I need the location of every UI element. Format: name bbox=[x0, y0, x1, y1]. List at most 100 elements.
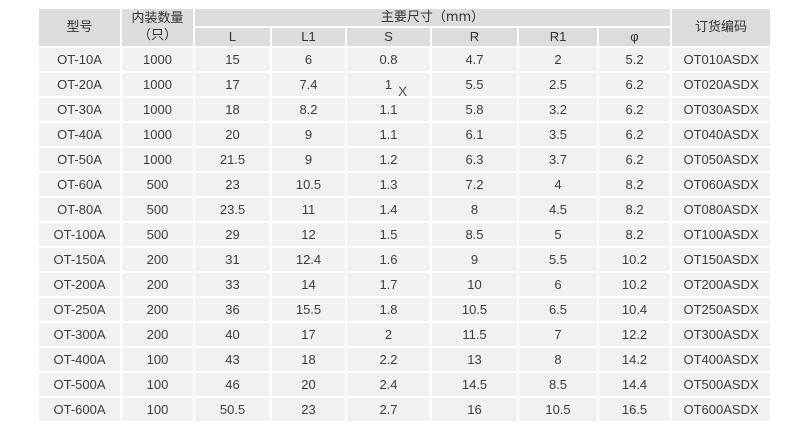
cell-model: OT-250A bbox=[39, 298, 120, 321]
cell-R: 10 bbox=[432, 273, 517, 296]
cell-L: 17 bbox=[195, 73, 270, 96]
cell-S: 1.7 bbox=[347, 273, 430, 296]
cell-S: 1.1 bbox=[347, 123, 430, 146]
cell-L: 21.5 bbox=[195, 148, 270, 171]
table-row: OT-10A 1000 15 6 0.8 4.7 2 5.2 OT010ASDX bbox=[39, 48, 771, 71]
cell-L1: 20 bbox=[272, 373, 345, 396]
header-col-L: L bbox=[195, 28, 270, 46]
cell-L: 29 bbox=[195, 223, 270, 246]
cell-L1: 6 bbox=[272, 48, 345, 71]
cell-L: 31 bbox=[195, 248, 270, 271]
cell-phi: 16.5 bbox=[599, 398, 671, 421]
table-row: OT-250A 200 36 15.5 1.8 10.5 6.5 10.4 OT250ASDX bbox=[39, 298, 771, 321]
table-row: OT-50A 1000 21.5 9 1.2 6.3 3.7 6.2 OT050ASDX bbox=[39, 148, 771, 171]
cell-quantity: 1000 bbox=[122, 123, 193, 146]
cell-L1: 9 bbox=[272, 123, 345, 146]
cell-order-code: OT010ASDX bbox=[672, 48, 771, 71]
cell-R1: 10.5 bbox=[519, 398, 597, 421]
cell-model: OT-500A bbox=[39, 373, 120, 396]
cell-phi: 6.2 bbox=[599, 73, 671, 96]
cell-R1: 4 bbox=[519, 173, 597, 196]
cell-quantity: 100 bbox=[122, 398, 193, 421]
cell-L: 46 bbox=[195, 373, 270, 396]
specification-table: 型号 内装数量 （只） 主要尺寸（mm） 订货编码 L L1 S R R1 bbox=[37, 7, 772, 423]
cell-order-code: OT080ASDX bbox=[672, 198, 771, 221]
cell-order-code: OT100ASDX bbox=[672, 223, 771, 246]
table-row: OT-500A 100 46 20 2.4 14.5 8.5 14.4 OT500ASDX bbox=[39, 373, 771, 396]
cell-L: 36 bbox=[195, 298, 270, 321]
header-row-top: 型号 内装数量 （只） 主要尺寸（mm） 订货编码 bbox=[39, 9, 771, 46]
cell-R: 4.7 bbox=[432, 48, 517, 71]
cell-R1: 3.2 bbox=[519, 98, 597, 121]
cell-phi: 10.4 bbox=[599, 298, 671, 321]
cell-L1: 12 bbox=[272, 223, 345, 246]
cell-order-code: OT250ASDX bbox=[672, 298, 771, 321]
header-dimensions-group-label: 主要尺寸（mm） bbox=[380, 9, 485, 25]
table-row: OT-30A 1000 18 8.2 1.1 5.8 3.2 6.2 OT030ASDX bbox=[39, 98, 771, 121]
cell-R: 7.2 bbox=[432, 173, 517, 196]
cell-R1: 3.5 bbox=[519, 123, 597, 146]
cell-S: 1.8 bbox=[347, 298, 430, 321]
cell-quantity: 200 bbox=[122, 323, 193, 346]
table-row: OT-40A 1000 20 9 1.1 6.1 3.5 6.2 OT040ASDX bbox=[39, 123, 771, 146]
cell-S: 1.2 bbox=[347, 148, 430, 171]
header-col-L1: L1 bbox=[272, 28, 345, 46]
cell-L1: 15.5 bbox=[272, 298, 345, 321]
cell-order-code: OT400ASDX bbox=[672, 348, 771, 371]
cell-L1: 23 bbox=[272, 398, 345, 421]
cell-quantity: 200 bbox=[122, 248, 193, 271]
header-col-R: R bbox=[432, 28, 517, 46]
cell-model: OT-200A bbox=[39, 273, 120, 296]
cell-model: OT-40A bbox=[39, 123, 120, 146]
cell-model: OT-600A bbox=[39, 398, 120, 421]
cell-R1: 8 bbox=[519, 348, 597, 371]
cell-R1: 3.7 bbox=[519, 148, 597, 171]
cell-order-code: OT040ASDX bbox=[672, 123, 771, 146]
header-col-phi: φ bbox=[599, 28, 671, 46]
cell-phi: 6.2 bbox=[599, 98, 671, 121]
cell-order-code: OT300ASDX bbox=[672, 323, 771, 346]
header-model-label: 型号 bbox=[66, 19, 93, 35]
cell-L1: 12.4 bbox=[272, 248, 345, 271]
cell-phi: 12.2 bbox=[599, 323, 671, 346]
cell-phi: 10.2 bbox=[599, 273, 671, 296]
cell-R: 8 bbox=[432, 198, 517, 221]
cell-L: 18 bbox=[195, 98, 270, 121]
cell-order-code: OT600ASDX bbox=[672, 398, 771, 421]
table-body: OT-10A 1000 15 6 0.8 4.7 2 5.2 OT010ASDX OT-20A 10… bbox=[39, 48, 771, 421]
cell-L: 33 bbox=[195, 273, 270, 296]
header-col-S: S bbox=[347, 28, 430, 46]
cell-R: 13 bbox=[432, 348, 517, 371]
cell-L: 50.5 bbox=[195, 398, 270, 421]
cell-model: OT-10A bbox=[39, 48, 120, 71]
cell-order-code: OT060ASDX bbox=[672, 173, 771, 196]
table-row: OT-100A 500 29 12 1.5 8.5 5 8.2 OT100ASDX bbox=[39, 223, 771, 246]
table-row: OT-300A 200 40 17 2 11.5 7 12.2 OT300ASDX bbox=[39, 323, 771, 346]
cell-quantity: 500 bbox=[122, 223, 193, 246]
table-row: OT-400A 100 43 18 2.2 13 8 14.2 OT400ASDX bbox=[39, 348, 771, 371]
cell-model: OT-150A bbox=[39, 248, 120, 271]
cell-R: 8.5 bbox=[432, 223, 517, 246]
cell-model: OT-30A bbox=[39, 98, 120, 121]
header-order-code: 订货编码 bbox=[672, 9, 771, 46]
cell-quantity: 1000 bbox=[122, 73, 193, 96]
cell-S: 1.4 bbox=[347, 198, 430, 221]
header-quantity-line2: （只） bbox=[137, 27, 177, 43]
cell-R1: 7 bbox=[519, 323, 597, 346]
cell-model: OT-60A bbox=[39, 173, 120, 196]
cell-L1: 18 bbox=[272, 348, 345, 371]
cell-phi: 14.4 bbox=[599, 373, 671, 396]
cell-S: 0.8 bbox=[347, 48, 430, 71]
cell-model: OT-50A bbox=[39, 148, 120, 171]
cell-R: 11.5 bbox=[432, 323, 517, 346]
cell-S: 2 bbox=[347, 323, 430, 346]
cell-R1: 6.5 bbox=[519, 298, 597, 321]
cell-R1: 5.5 bbox=[519, 248, 597, 271]
cell-quantity: 1000 bbox=[122, 48, 193, 71]
cell-S: 1.3 bbox=[347, 173, 430, 196]
cell-phi: 10.2 bbox=[599, 248, 671, 271]
cell-S: 1.6 bbox=[347, 248, 430, 271]
cell-phi: 8.2 bbox=[599, 223, 671, 246]
table-row: OT-80A 500 23.5 11 1.4 8 4.5 8.2 OT080ASDX bbox=[39, 198, 771, 221]
